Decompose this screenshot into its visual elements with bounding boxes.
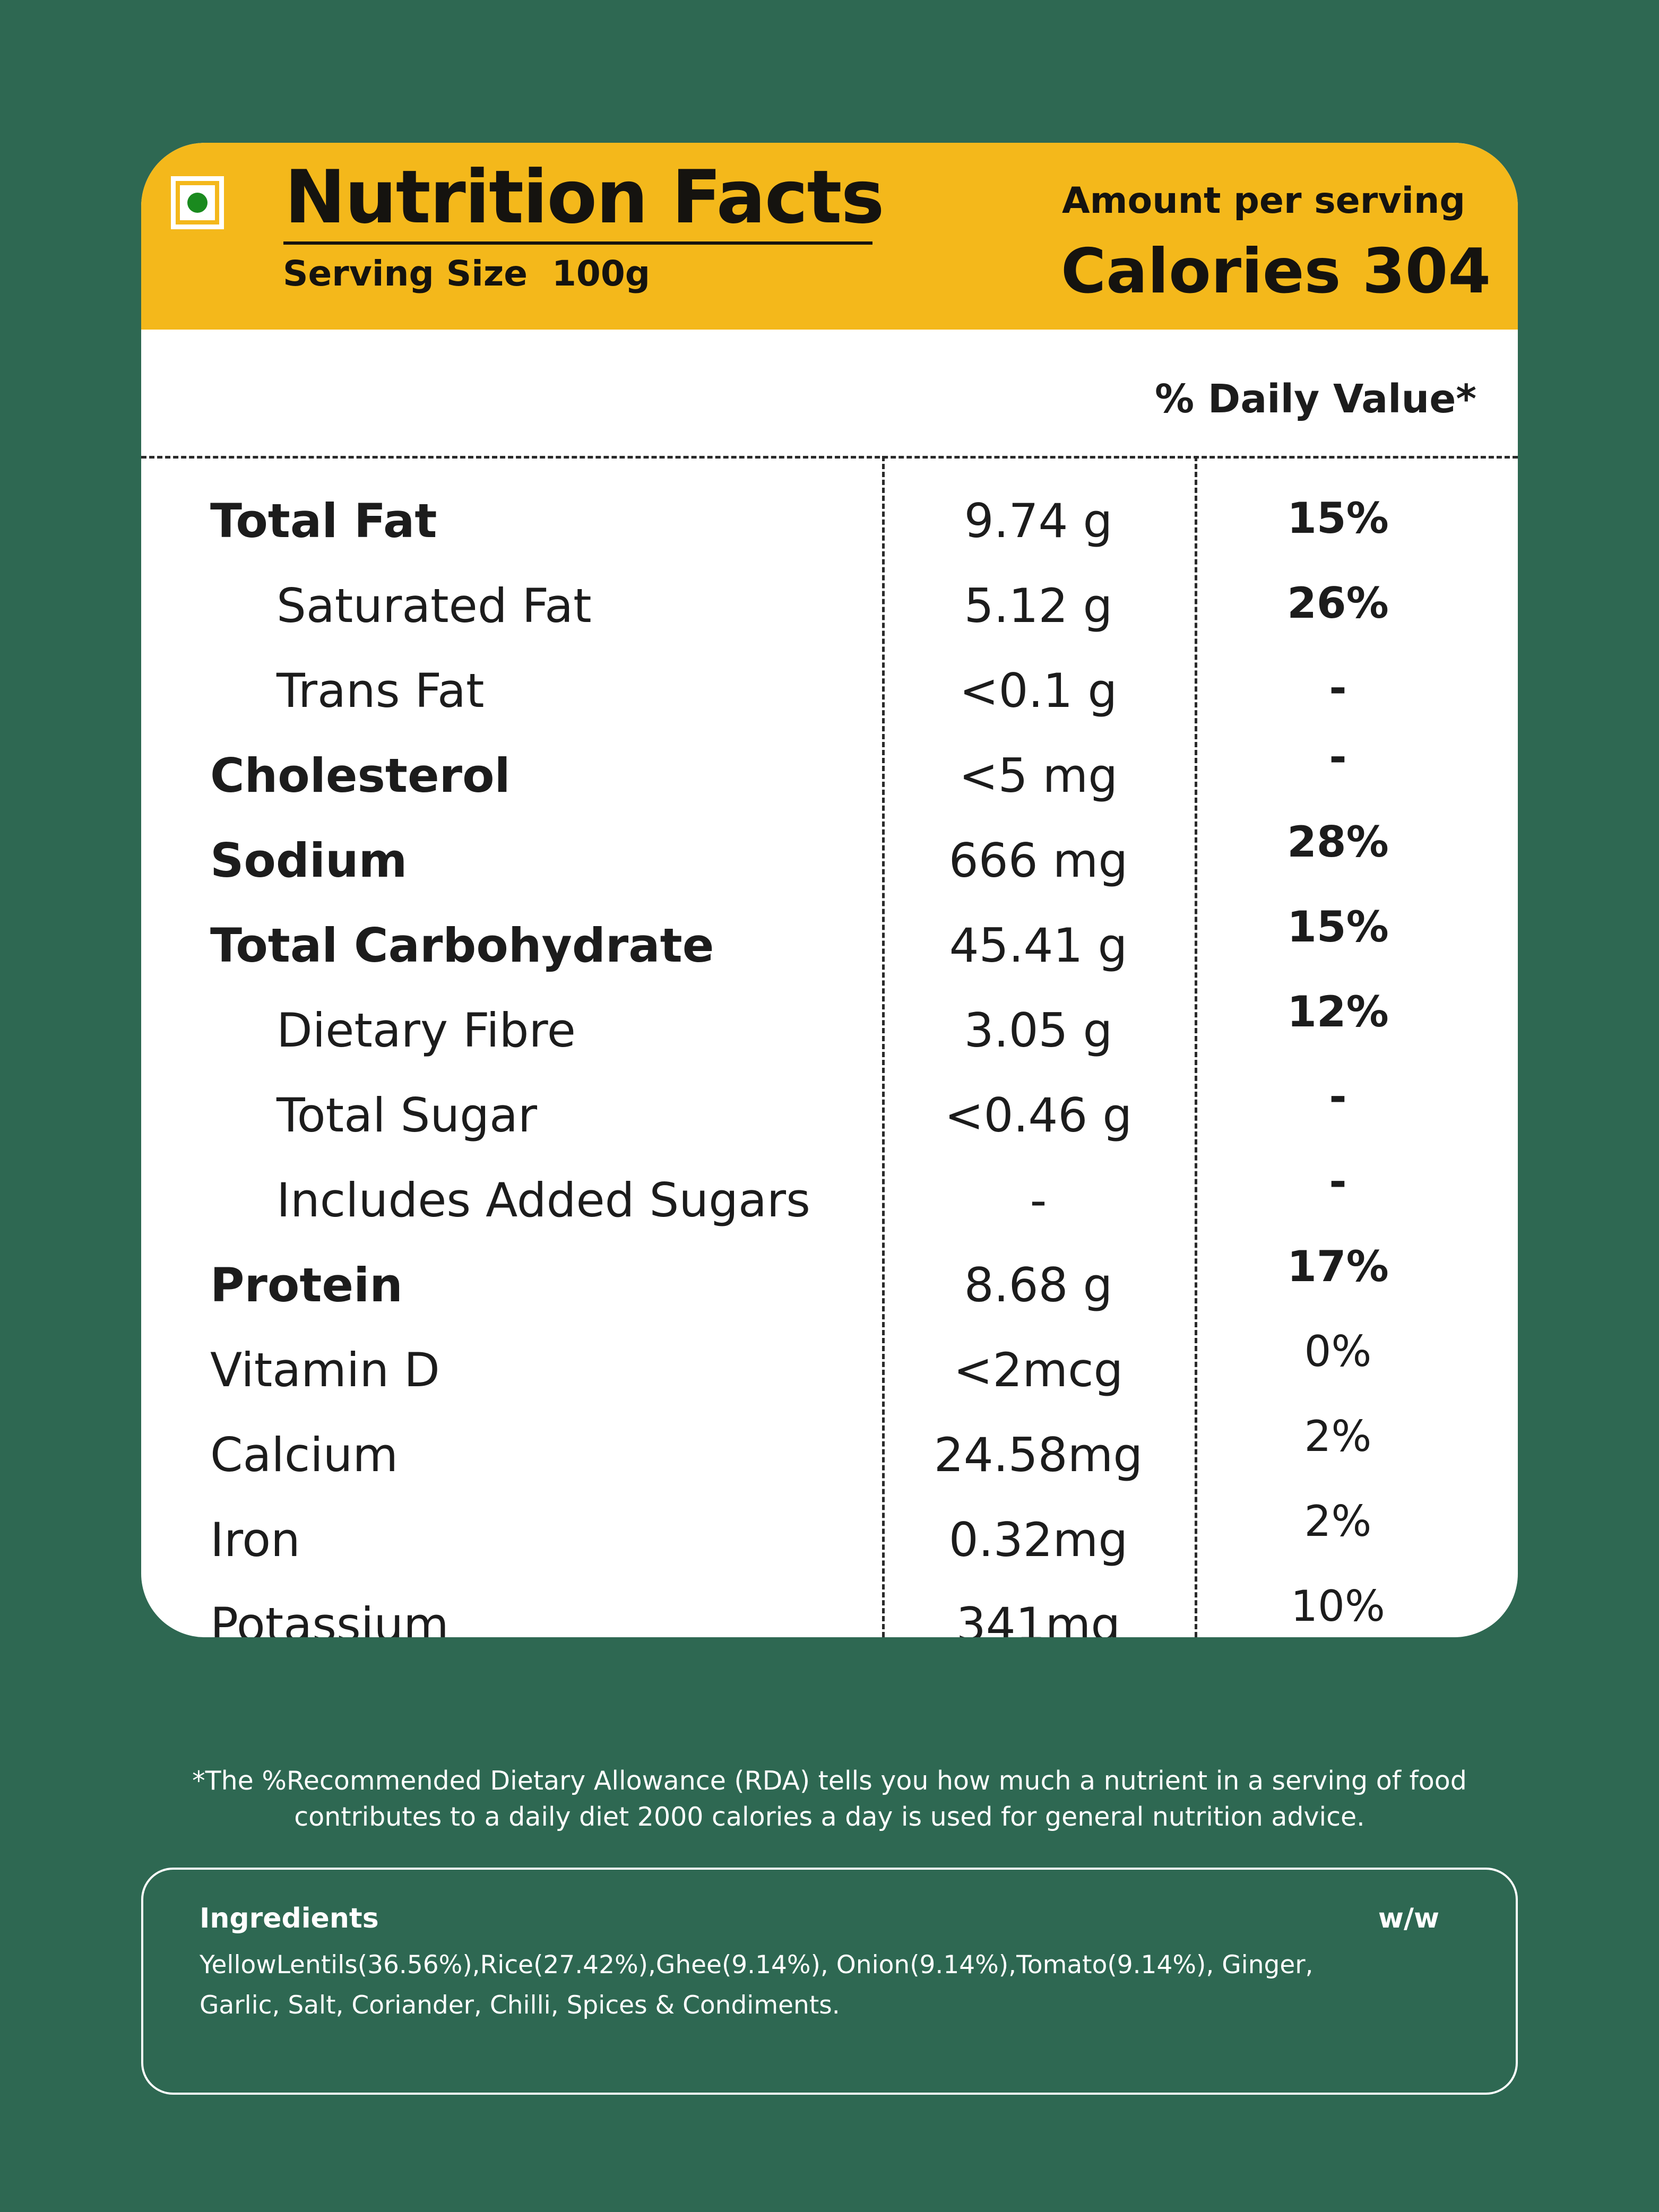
serving-size: Serving Size 100g — [283, 253, 651, 294]
nutrient-name: Cholesterol — [210, 748, 511, 803]
ingredients-unit: w/w — [1378, 1903, 1439, 1934]
rda-footnote: *The %Recommended Dietary Allowance (RDA… — [106, 1763, 1553, 1835]
nutrient-amount: <0.1 g — [959, 663, 1118, 718]
nutrient-amount: <0.46 g — [944, 1088, 1133, 1143]
nutrient-amount: <2mcg — [953, 1343, 1124, 1397]
nutrient-daily-value: 15% — [1287, 902, 1389, 952]
nutrient-amount: - — [1030, 1173, 1047, 1228]
nutrient-name: Protein — [210, 1258, 403, 1312]
nutrient-amount: 341mg — [956, 1597, 1121, 1637]
nutrient-amount: 45.41 g — [949, 918, 1128, 973]
ingredients-title: Ingredients — [200, 1903, 379, 1934]
nutrient-daily-value: 2% — [1304, 1412, 1372, 1461]
nutrient-amount: 24.58mg — [934, 1428, 1143, 1482]
nutrient-row: Dietary Fibre 3.05 g 12% — [141, 987, 1518, 1087]
nutrient-name: Iron — [210, 1513, 300, 1567]
nutrient-name: Dietary Fibre — [276, 1003, 576, 1058]
nutrient-name: Total Fat — [210, 494, 437, 548]
nutrient-daily-value: 26% — [1287, 578, 1389, 628]
table-divider — [141, 456, 1518, 459]
nutrient-daily-value: 0% — [1304, 1327, 1372, 1376]
nutrient-name: Trans Fat — [276, 663, 485, 718]
nutrition-title: Nutrition Facts — [284, 154, 885, 240]
nutrient-amount: 9.74 g — [964, 494, 1113, 548]
nutrient-name: Includes Added Sugars — [276, 1173, 810, 1228]
nutrient-daily-value: 12% — [1287, 987, 1389, 1036]
nutrient-daily-value: - — [1329, 1157, 1347, 1206]
nutrient-amount: 0.32mg — [948, 1513, 1128, 1567]
nutrient-row: Total Sugar <0.46 g - — [141, 1072, 1518, 1172]
nutrition-facts-card: Nutrition Facts Serving Size 100g Amount… — [141, 143, 1518, 1637]
footnote-line-1: *The %Recommended Dietary Allowance (RDA… — [192, 1766, 1467, 1796]
nutrition-header: Nutrition Facts Serving Size 100g Amount… — [141, 143, 1518, 330]
title-underline — [283, 241, 872, 245]
nutrient-daily-value: - — [1329, 732, 1347, 782]
nutrient-name: Potassium — [210, 1597, 449, 1637]
nutrient-daily-value: 2% — [1304, 1497, 1372, 1546]
ingredients-line-1: YellowLentils(36.56%),Rice(27.42%),Ghee(… — [200, 1950, 1314, 1980]
nutrient-daily-value: - — [1329, 1072, 1347, 1121]
ingredients-list: YellowLentils(36.56%),Rice(27.42%),Ghee(… — [200, 1945, 1420, 2026]
ingredients-box: Ingredients w/w YellowLentils(36.56%),Ri… — [141, 1868, 1518, 2095]
column-divider-dv — [1195, 456, 1197, 1637]
nutrient-row: Total Fat 9.74 g 15% — [141, 493, 1518, 578]
nutrient-row: Includes Added Sugars - - — [141, 1157, 1518, 1257]
nutrient-row: Vitamin D <2mcg 0% — [141, 1327, 1518, 1427]
nutrient-name: Vitamin D — [210, 1343, 440, 1397]
ingredients-line-2: Garlic, Salt, Coriander, Chilli, Spices … — [200, 1991, 840, 2020]
nutrient-amount: 666 mg — [948, 833, 1128, 888]
footnote-line-2: contributes to a daily diet 2000 calorie… — [294, 1802, 1365, 1832]
nutrient-daily-value: 28% — [1287, 817, 1389, 867]
nutrient-daily-value: 15% — [1287, 494, 1389, 543]
nutrient-daily-value: - — [1329, 663, 1347, 713]
nutrient-row: Iron 0.32mg 2% — [141, 1497, 1518, 1597]
nutrient-name: Saturated Fat — [276, 578, 592, 633]
nutrient-name: Calcium — [210, 1428, 399, 1482]
calories-value: Calories 304 — [1061, 236, 1491, 307]
nutrient-row: Saturated Fat 5.12 g 26% — [141, 578, 1518, 663]
nutrient-amount: 3.05 g — [964, 1003, 1113, 1058]
nutrient-name: Total Sugar — [276, 1088, 538, 1143]
nutrient-name: Total Carbohydrate — [210, 918, 714, 973]
amount-per-serving-label: Amount per serving — [1062, 180, 1466, 222]
nutrient-amount: <5 mg — [958, 748, 1118, 803]
nutrient-daily-value: 17% — [1287, 1242, 1389, 1291]
nutrient-daily-value: 10% — [1291, 1582, 1385, 1631]
nutrient-amount: 8.68 g — [964, 1258, 1113, 1312]
nutrient-row: Calcium 24.58mg 2% — [141, 1412, 1518, 1512]
nutrient-row: Cholesterol <5 mg - — [141, 732, 1518, 833]
nutrient-amount: 5.12 g — [964, 578, 1113, 633]
veg-symbol-icon — [171, 176, 224, 229]
nutrient-row: Protein 8.68 g 17% — [141, 1242, 1518, 1342]
nutrient-row: Trans Fat <0.1 g - — [141, 663, 1518, 748]
nutrient-row: Total Carbohydrate 45.41 g 15% — [141, 902, 1518, 1003]
nutrient-row: Sodium 666 mg 28% — [141, 817, 1518, 918]
nutrient-row: Potassium 341mg 10% — [141, 1582, 1518, 1637]
column-divider-amount — [882, 456, 885, 1637]
daily-value-header: % Daily Value* — [1155, 376, 1477, 422]
nutrient-name: Sodium — [210, 833, 408, 888]
